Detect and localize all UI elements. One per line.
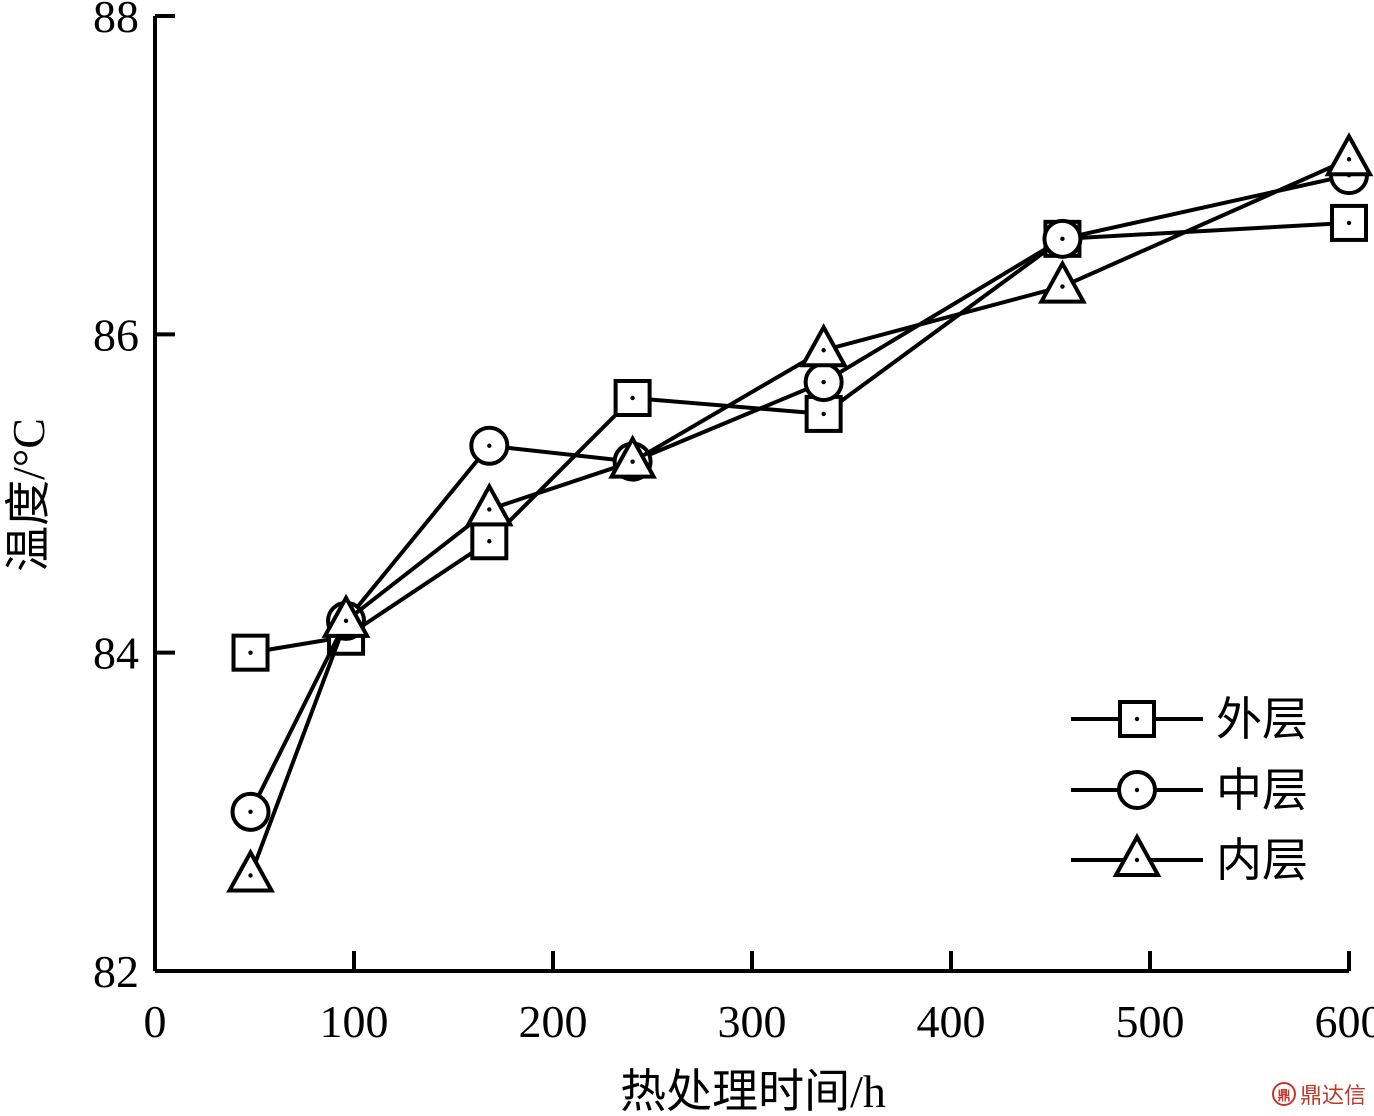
series-circle — [230, 155, 1369, 832]
legend-marker — [1117, 770, 1157, 810]
data-point — [799, 323, 849, 368]
x-axis-title: 热处理时间/h — [620, 1066, 886, 1116]
data-point — [613, 379, 652, 417]
data-point — [608, 434, 657, 479]
series-line — [250, 220, 1350, 655]
series-triangle — [226, 132, 1374, 893]
y-tick-label: 86 — [93, 309, 139, 360]
series-square — [231, 203, 1368, 672]
y-axis-title: 温度/°C — [3, 418, 54, 572]
marker-center-dot — [630, 459, 635, 464]
marker-center-dot — [248, 809, 253, 815]
legend-label: 中层 — [1216, 765, 1308, 816]
data-point — [321, 593, 371, 638]
series-line — [248, 173, 1350, 813]
data-point — [226, 848, 275, 893]
marker-center-dot — [1134, 857, 1140, 863]
data-point — [469, 425, 510, 466]
marker-center-dot — [1346, 157, 1352, 162]
watermark: 鼎 鼎达信 — [1271, 1078, 1366, 1110]
marker-center-dot — [1134, 716, 1140, 722]
x-tick-label: 400 — [917, 996, 986, 1047]
marker-center-dot — [1060, 284, 1065, 289]
marker-center-dot — [487, 539, 492, 544]
marker-triangle — [1324, 132, 1374, 177]
marker-triangle — [464, 482, 514, 527]
watermark-text: 鼎达信 — [1299, 1084, 1366, 1109]
x-tick-label: 300 — [718, 996, 787, 1047]
data-point — [464, 482, 514, 527]
data-point — [803, 362, 844, 403]
legend-item-circle: 中层 — [1071, 765, 1308, 816]
marker-triangle — [799, 323, 849, 368]
x-tick-label: 200 — [519, 996, 588, 1047]
marker-center-dot — [1134, 787, 1140, 793]
marker-center-dot — [1346, 220, 1352, 226]
data-point — [231, 633, 270, 672]
data-point — [804, 394, 843, 433]
marker-center-dot — [248, 873, 253, 878]
marker-center-dot — [248, 650, 253, 655]
marker-center-dot — [821, 348, 826, 353]
data-point — [470, 522, 509, 561]
series-group — [226, 132, 1374, 893]
marker-center-dot — [821, 411, 826, 417]
marker-center-dot — [487, 507, 492, 512]
x-tick-label: 100 — [320, 996, 389, 1047]
data-point — [230, 791, 271, 832]
marker-center-dot — [630, 395, 635, 401]
marker-triangle — [321, 593, 371, 638]
y-tick-label: 82 — [93, 946, 139, 997]
marker-center-dot — [343, 618, 349, 624]
series-line — [248, 157, 1350, 877]
data-point — [1324, 132, 1374, 177]
legend-marker — [1112, 832, 1162, 877]
x-tick-label: 0 — [144, 996, 167, 1047]
marker-center-dot — [487, 443, 492, 448]
x-tick-label: 600 — [1315, 996, 1374, 1047]
watermark-logo-icon: 鼎 — [1271, 1082, 1296, 1106]
legend-item-square: 外层 — [1071, 694, 1308, 745]
y-tick-label: 88 — [93, 0, 139, 42]
y-tick-label: 84 — [93, 628, 139, 679]
x-tick-label: 500 — [1116, 996, 1185, 1047]
data-point — [1038, 259, 1087, 304]
legend-label: 内层 — [1216, 835, 1308, 886]
marker-triangle — [1038, 259, 1087, 304]
data-point — [1330, 203, 1368, 242]
marker-triangle — [226, 848, 275, 893]
data-point — [1042, 218, 1083, 259]
legend-item-triangle: 内层 — [1071, 832, 1308, 886]
marker-triangle — [1112, 832, 1162, 877]
marker-center-dot — [821, 379, 826, 385]
legend-label: 外层 — [1216, 694, 1308, 745]
axes: 82 84 86 88 0 100 200 300 400 500 600 — [93, 0, 1374, 1047]
marker-triangle — [608, 434, 657, 479]
marker-center-dot — [1060, 236, 1065, 242]
legend-marker — [1118, 700, 1156, 738]
